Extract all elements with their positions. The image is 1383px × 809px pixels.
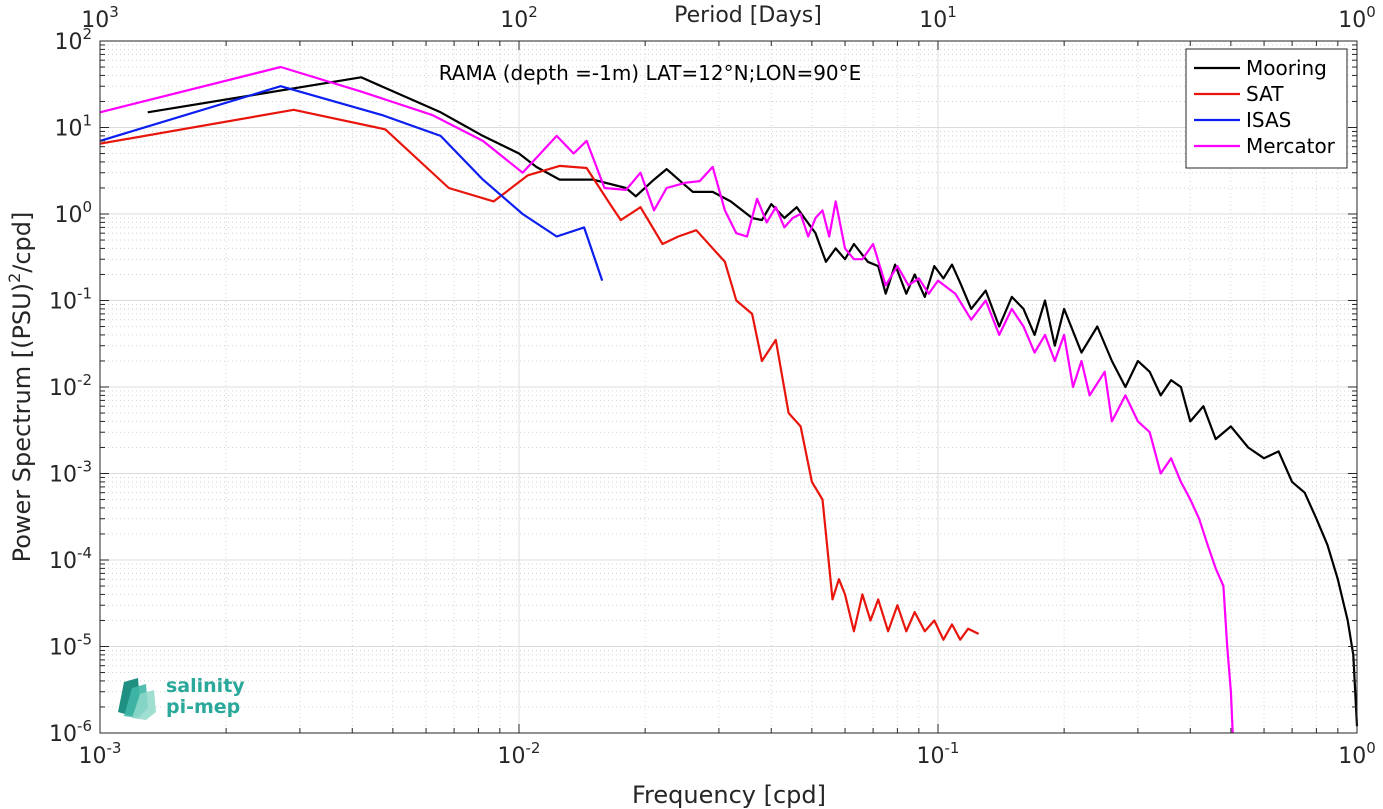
y-axis-label-main: Power Spectrum [(PSU)	[8, 283, 36, 562]
logo: salinity pi-mep	[118, 675, 245, 720]
series-line-mercator	[99, 65, 1234, 734]
legend-label-mercator: Mercator	[1246, 134, 1336, 158]
x-axis-label: Frequency [cpd]	[632, 781, 826, 809]
x2-tick-label: 101	[919, 3, 957, 33]
series-line-isas	[99, 85, 604, 281]
y-tick-label: 100	[54, 198, 92, 228]
y-axis-label: Power Spectrum [(PSU)2/cpd]	[5, 212, 36, 563]
x-tick-label: 10-2	[498, 739, 541, 769]
x-tick-label: 10-1	[917, 739, 960, 769]
logo-text-line1: salinity	[166, 675, 245, 697]
y-tick-label: 10-6	[49, 717, 92, 747]
x2-axis-label: Period [Days]	[674, 3, 822, 28]
y-axis-label-tail: /cpd]	[8, 212, 36, 273]
legend-label-mooring: Mooring	[1246, 56, 1327, 80]
series-line-sat	[99, 108, 980, 641]
chart-title: RAMA (depth =-1m) LAT=12°N;LON=90°E	[439, 61, 862, 85]
y-tick-label: 10-3	[49, 458, 92, 488]
y-tick-label: 10-5	[49, 631, 92, 661]
legend-label-sat: SAT	[1246, 82, 1284, 106]
y-tick-label: 10-4	[49, 544, 92, 574]
series-layer	[99, 65, 1359, 734]
y-tick-label: 10-2	[49, 371, 92, 401]
x2-tick-label: 103	[81, 3, 119, 33]
y-tick-label: 101	[54, 112, 92, 142]
x2-tick-label: 100	[1338, 3, 1376, 33]
logo-text-line2: pi-mep	[166, 696, 240, 718]
x-tick-label: 10-3	[79, 739, 122, 769]
x-tick-label: 100	[1338, 739, 1376, 769]
y-tick-label: 102	[54, 25, 92, 55]
x2-tick-label: 102	[500, 3, 538, 33]
series-line-mooring	[147, 76, 1359, 727]
y-tick-label: 10-1	[49, 285, 92, 315]
y-axis-label-sup: 2	[5, 273, 24, 283]
legend-label-isas: ISAS	[1246, 108, 1291, 132]
